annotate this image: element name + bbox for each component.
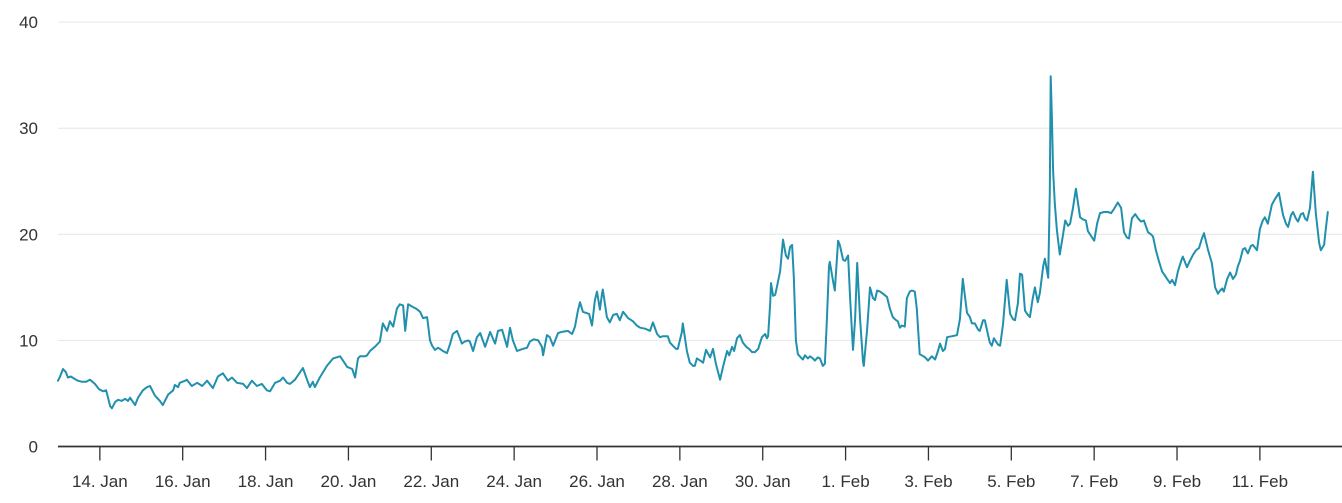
x-axis-label: 5. Feb: [987, 472, 1035, 491]
x-axis-label: 7. Feb: [1070, 472, 1118, 491]
x-axis-label: 11. Feb: [1232, 472, 1288, 491]
x-axis-label: 3. Feb: [904, 472, 952, 491]
y-axis-label: 40: [19, 13, 38, 32]
y-axis-label: 0: [29, 438, 38, 457]
x-axis-label: 14. Jan: [72, 472, 128, 491]
x-axis-label: 28. Jan: [652, 472, 708, 491]
x-axis-label: 9. Feb: [1153, 472, 1201, 491]
x-axis-label: 18. Jan: [238, 472, 294, 491]
y-axis-label: 20: [19, 225, 38, 244]
x-axis-label: 22. Jan: [403, 472, 459, 491]
x-axis-label: 20. Jan: [321, 472, 377, 491]
x-axis-label: 24. Jan: [486, 472, 542, 491]
x-axis-label: 30. Jan: [735, 472, 791, 491]
x-axis-label: 16. Jan: [155, 472, 211, 491]
series-path: [57, 75, 1329, 410]
x-axis-label: 26. Jan: [569, 472, 625, 491]
y-axis-label: 30: [19, 119, 38, 138]
x-axis-label: 1. Feb: [821, 472, 869, 491]
y-axis-label: 10: [19, 331, 38, 350]
